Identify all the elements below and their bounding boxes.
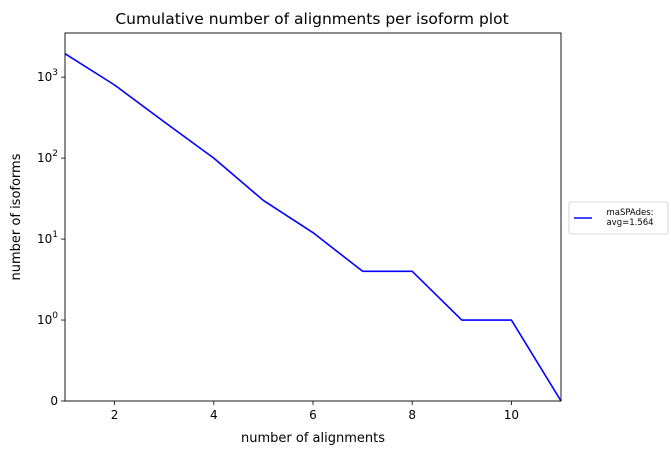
plot-frame [64, 32, 562, 402]
x-tick-label: 10 [504, 408, 519, 422]
y-tick-label: 0 [50, 394, 58, 408]
y-tick-label: 101 [37, 230, 58, 246]
y-axis-label: number of isoforms [9, 153, 24, 280]
x-tick-label: 4 [210, 408, 218, 422]
y-tick-label: 102 [37, 149, 58, 165]
x-tick-label: 2 [111, 408, 119, 422]
series-line [64, 52, 562, 402]
legend-label: avg=1.564 [606, 218, 653, 228]
y-tick-label: 100 [37, 311, 58, 327]
legend: maSPAdes:avg=1.564 [568, 201, 669, 235]
x-axis-label: number of alignments [241, 431, 385, 446]
chart-title: Cumulative number of alignments per isof… [115, 10, 508, 28]
plot-area [65, 33, 561, 401]
legend-box [568, 201, 669, 235]
y-tick-label: 103 [37, 68, 58, 84]
series-layer [64, 52, 562, 402]
x-axis-ticks: 2 4 6 8 10 [111, 401, 519, 422]
x-tick-label: 6 [309, 408, 317, 422]
y-axis-ticks: 0 100 101 102 103 [37, 68, 65, 408]
legend-label: maSPAdes: [606, 208, 653, 218]
x-tick-label: 8 [408, 408, 416, 422]
